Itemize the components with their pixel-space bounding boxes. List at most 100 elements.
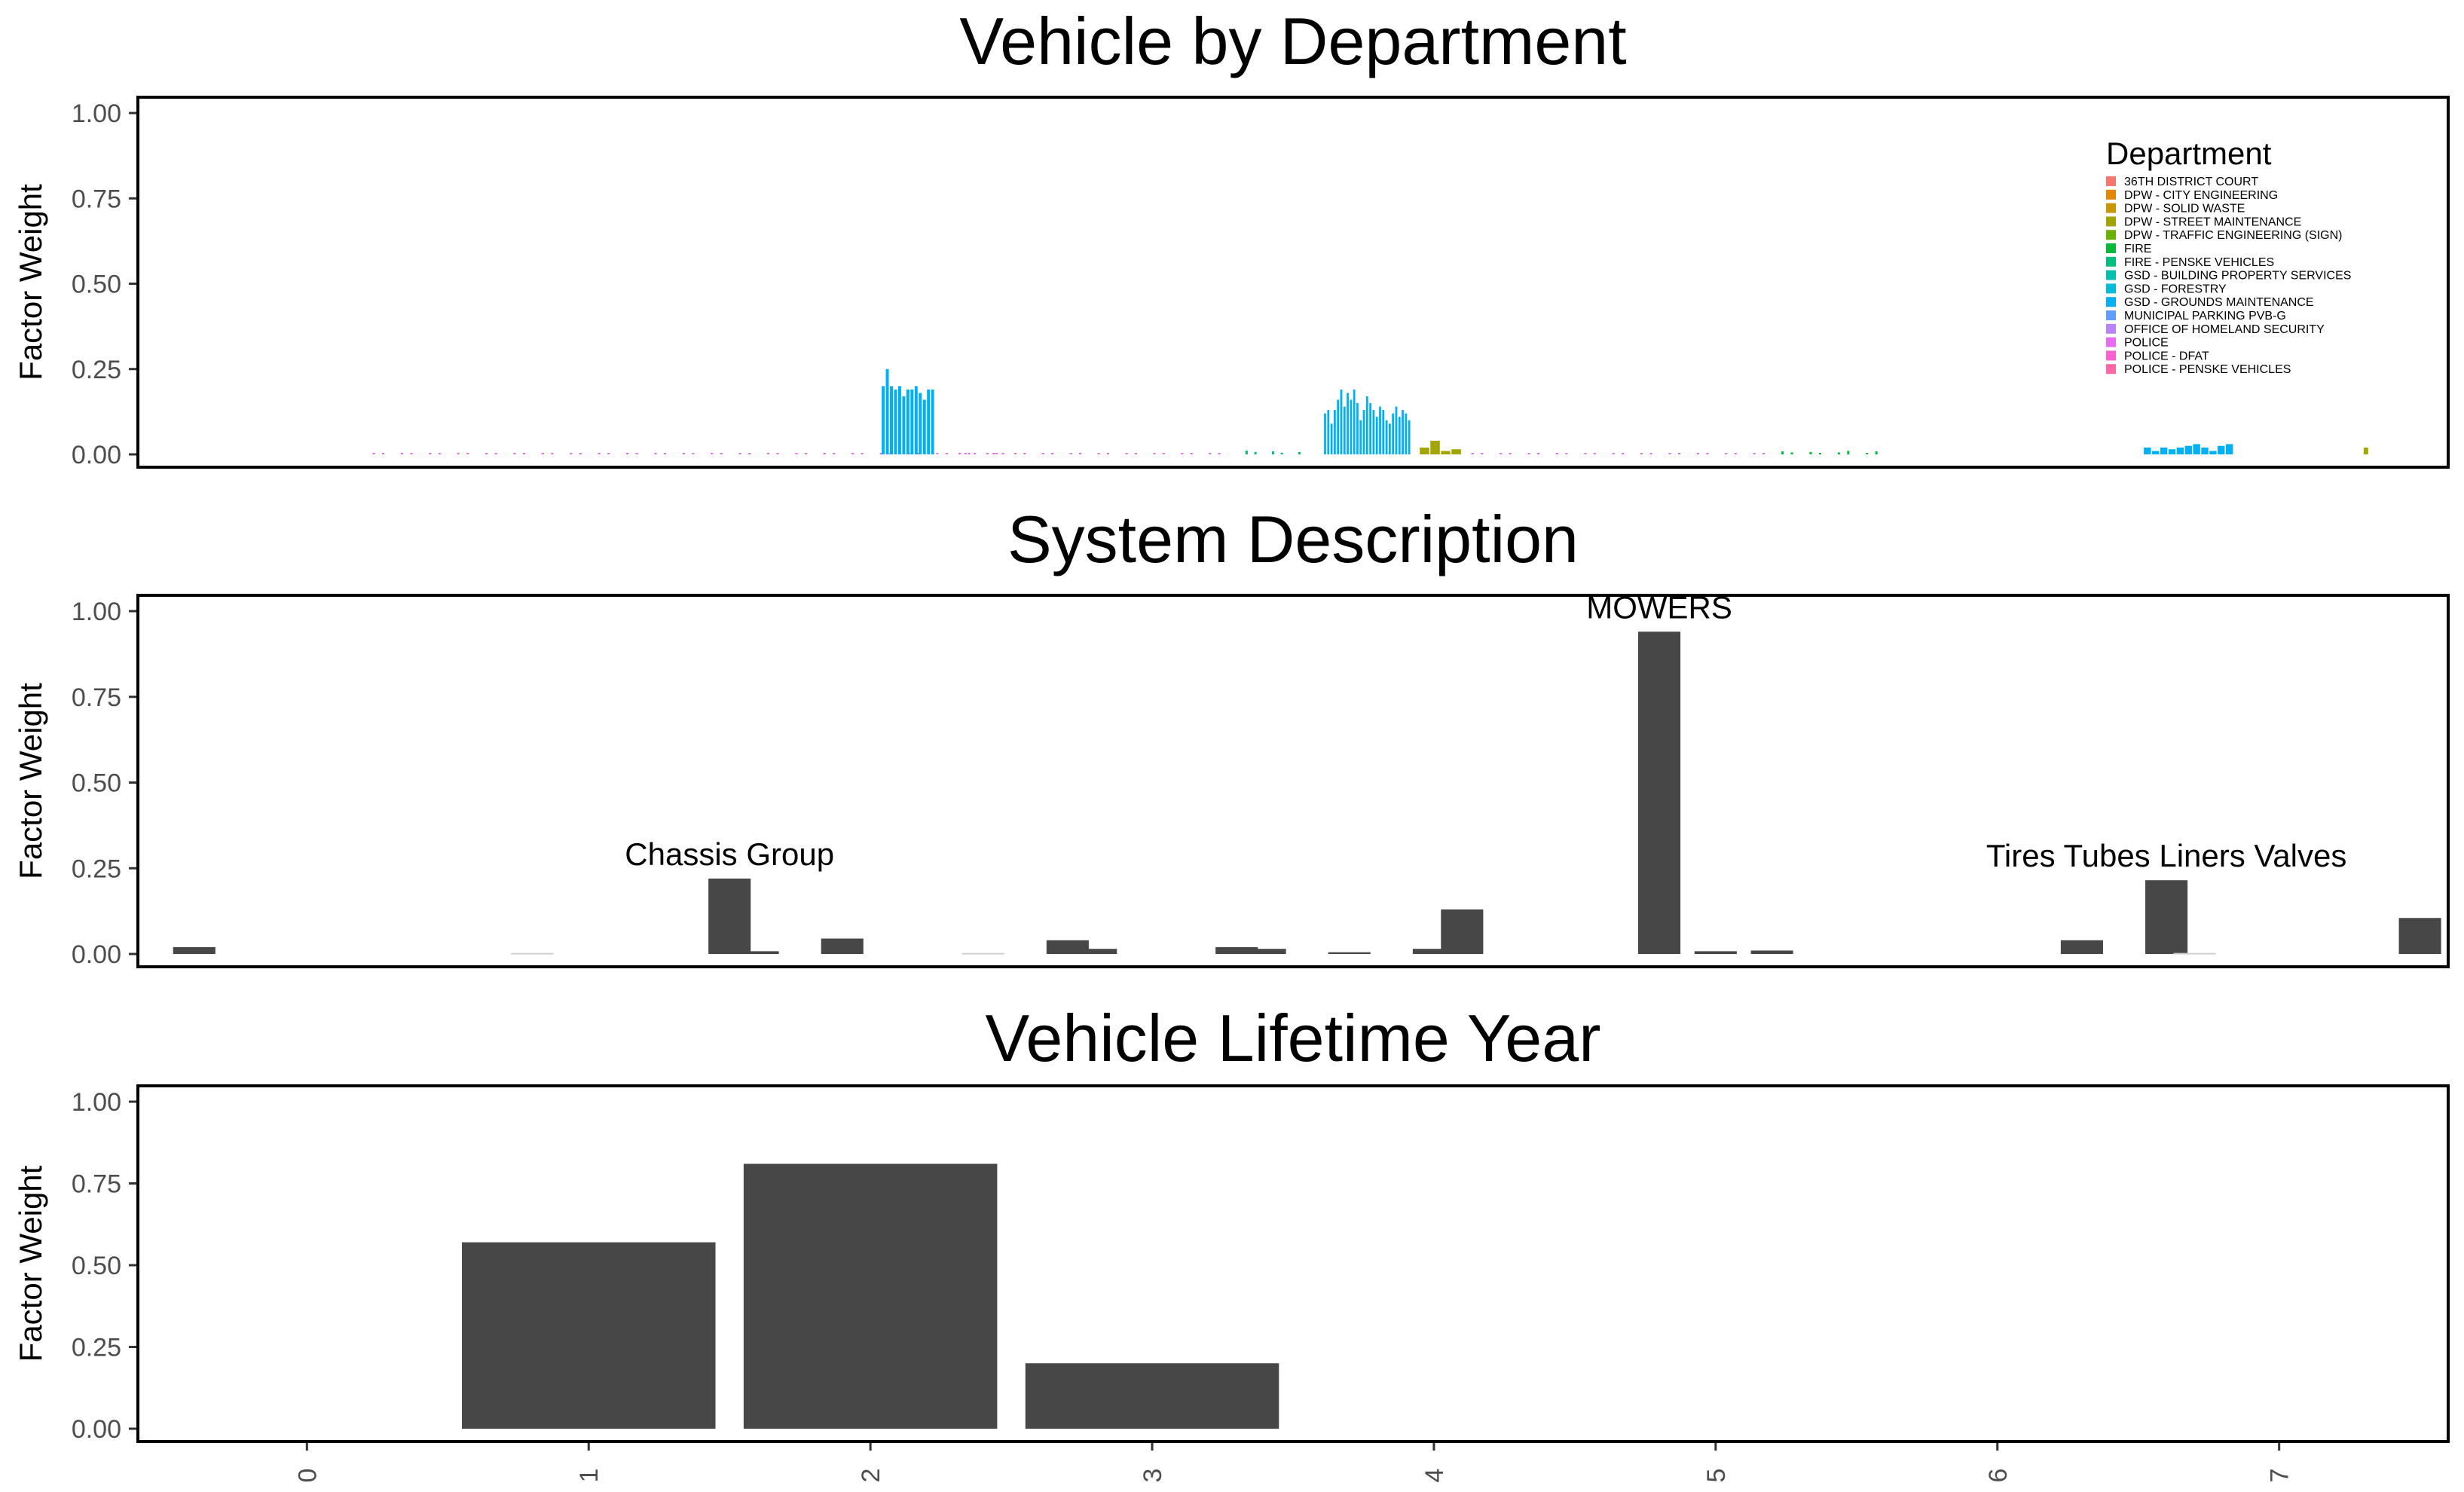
legend-swatch	[2106, 283, 2116, 294]
bar	[579, 453, 582, 454]
bar	[1379, 406, 1381, 454]
bar	[2363, 447, 2368, 454]
bar	[958, 453, 961, 454]
bar	[851, 453, 854, 454]
bar	[2218, 445, 2225, 454]
bar	[2060, 940, 2103, 954]
legend-entry: DPW - SOLID WASTE	[2124, 203, 2245, 216]
bar	[736, 951, 779, 954]
bar	[682, 453, 685, 454]
bar	[1649, 453, 1652, 454]
bar	[1013, 453, 1016, 454]
bar	[1215, 946, 1258, 954]
bar	[173, 946, 216, 954]
bar	[879, 453, 882, 454]
bar	[804, 453, 807, 454]
bar	[885, 368, 889, 454]
panel-title: Vehicle Lifetime Year	[985, 1001, 1600, 1075]
y-tick-label: 0.75	[72, 185, 121, 213]
legend-entry: 36TH DISTRICT COURT	[2124, 176, 2258, 188]
y-tick-label: 0.00	[72, 940, 121, 969]
bar	[598, 453, 601, 454]
bar	[1324, 413, 1326, 454]
y-tick-label: 0.75	[72, 1170, 121, 1199]
bar	[748, 453, 751, 454]
bar	[1809, 451, 1812, 454]
x-tick-label: 4	[1420, 1469, 1449, 1483]
bar	[382, 453, 385, 454]
y-tick-label: 0.75	[72, 683, 121, 712]
bar	[1001, 453, 1004, 454]
bar	[767, 453, 770, 454]
legend-swatch	[2106, 297, 2116, 307]
y-tick-label: 1.00	[72, 598, 121, 626]
legend-swatch	[2106, 323, 2116, 334]
y-axis-label: Factor Weight	[13, 683, 48, 879]
y-tick-label: 0.50	[72, 271, 121, 299]
plot-panel	[136, 1084, 2450, 1443]
bar	[776, 453, 779, 454]
y-tick-label: 0.00	[72, 441, 121, 469]
legend-entry: POLICE	[2124, 337, 2169, 350]
y-tick-label: 1.00	[72, 1088, 121, 1117]
legend-entry: DPW - STREET MAINTENANCE	[2124, 216, 2301, 228]
bar	[626, 453, 629, 454]
bar	[1725, 453, 1728, 454]
bar	[995, 453, 998, 454]
bar	[1481, 453, 1484, 454]
bar	[513, 453, 516, 454]
bar	[2209, 451, 2217, 454]
bar	[692, 453, 695, 454]
bar	[861, 453, 864, 454]
bar	[1190, 453, 1193, 454]
bar	[1153, 453, 1156, 454]
bar	[1402, 410, 1404, 454]
legend-swatch	[2106, 350, 2116, 361]
bar	[2225, 444, 2233, 454]
bar	[1245, 451, 1248, 454]
y-tick-label: 1.00	[72, 99, 121, 128]
bar	[1025, 1363, 1279, 1429]
x-tick-label: 1	[575, 1469, 604, 1483]
bar	[968, 453, 971, 454]
y-axis-label: Factor Weight	[13, 184, 48, 381]
bar	[2184, 445, 2192, 454]
x-tick-label: 7	[2266, 1469, 2294, 1483]
legend-swatch	[2106, 243, 2116, 253]
bar	[1328, 952, 1371, 954]
bar	[902, 396, 906, 454]
bar	[1640, 453, 1643, 454]
bar	[2160, 447, 2168, 454]
bar	[1388, 423, 1391, 454]
bar	[945, 453, 948, 454]
bar	[1271, 451, 1274, 454]
bar	[1499, 453, 1503, 454]
legend-swatch	[2106, 364, 2116, 375]
bar	[1218, 453, 1221, 454]
bar	[1678, 453, 1680, 454]
bar	[1395, 406, 1398, 454]
bar	[523, 453, 525, 454]
bar	[917, 453, 920, 454]
legend-swatch	[2106, 256, 2116, 267]
bar	[635, 453, 638, 454]
bar	[1023, 453, 1026, 454]
bar	[607, 453, 610, 454]
bar	[897, 386, 901, 454]
bar	[2168, 449, 2176, 454]
bar	[1162, 453, 1165, 454]
bar	[1593, 453, 1596, 454]
bar	[461, 1242, 716, 1429]
bar	[890, 386, 893, 454]
bar	[1612, 453, 1615, 454]
bar	[1327, 410, 1330, 454]
bar	[1565, 453, 1568, 454]
bar	[1340, 389, 1343, 454]
y-tick-label: 0.25	[72, 356, 121, 384]
bar	[1405, 413, 1408, 454]
bar	[1134, 453, 1137, 454]
legend-entry: POLICE - PENSKE VEHICLES	[2124, 363, 2291, 376]
bar	[1069, 453, 1072, 454]
bar	[964, 453, 967, 454]
